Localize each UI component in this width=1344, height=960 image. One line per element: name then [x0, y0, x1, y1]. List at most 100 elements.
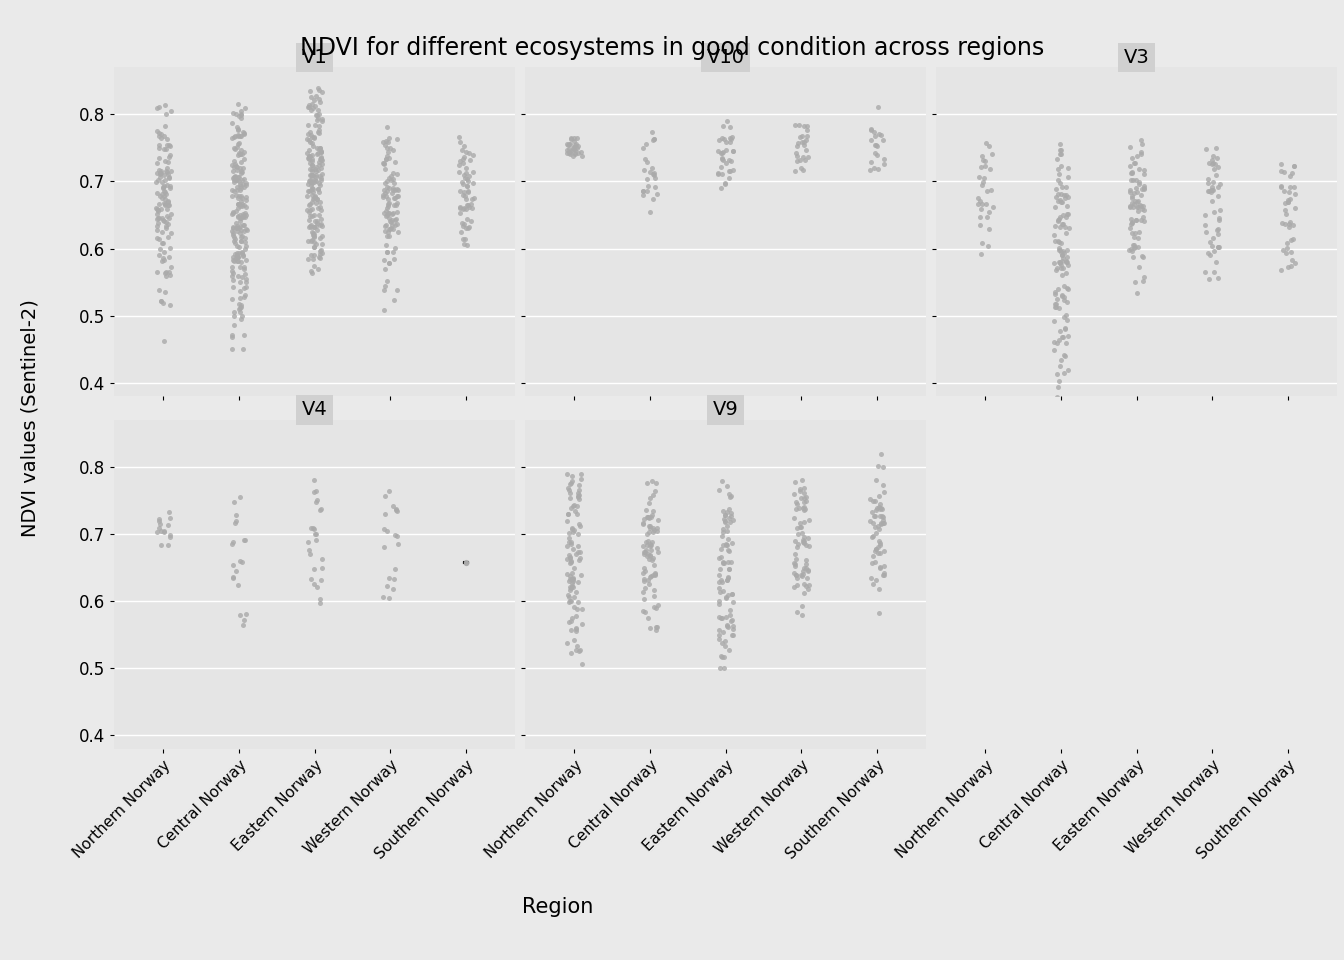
Point [870, 545, 891, 561]
Point [640, 518, 661, 534]
Point [305, 88, 327, 104]
Point [227, 197, 249, 212]
Point [1050, 146, 1071, 161]
Point [1052, 187, 1074, 203]
Point [309, 251, 331, 266]
Point [874, 156, 895, 172]
Point [1056, 254, 1078, 270]
Point [456, 179, 477, 194]
Point [223, 279, 245, 295]
Point [227, 170, 249, 185]
Point [716, 532, 738, 547]
Point [558, 573, 579, 588]
Point [1052, 246, 1074, 261]
Point [301, 170, 323, 185]
Point [456, 555, 477, 570]
Point [560, 555, 582, 570]
Point [230, 607, 251, 622]
Point [562, 611, 583, 626]
Point [227, 209, 249, 225]
Point [298, 132, 320, 148]
Point [792, 566, 813, 582]
Point [456, 144, 477, 159]
Point [308, 103, 329, 118]
Point [226, 172, 247, 187]
Point [298, 219, 320, 234]
Point [1282, 231, 1304, 247]
Point [298, 100, 320, 115]
Point [571, 470, 593, 486]
Point [222, 534, 243, 549]
Point [457, 221, 478, 236]
Point [708, 167, 730, 182]
Point [372, 588, 394, 604]
Point [306, 192, 328, 207]
Point [384, 502, 406, 517]
Point [1273, 164, 1294, 180]
Point [156, 164, 177, 180]
Point [1046, 297, 1067, 312]
Point [708, 550, 730, 565]
Point [1047, 193, 1068, 208]
Point [786, 540, 808, 555]
Point [301, 161, 323, 177]
Point [641, 534, 663, 549]
Point [223, 159, 245, 175]
Point [378, 590, 399, 606]
Point [460, 213, 481, 228]
Point [716, 617, 738, 633]
Point [558, 614, 579, 630]
Point [638, 537, 660, 552]
Point [378, 196, 399, 211]
Point [228, 173, 250, 188]
Point [788, 526, 809, 541]
Point [712, 153, 734, 168]
Point [785, 567, 806, 583]
Point [797, 564, 818, 579]
Point [159, 264, 180, 279]
Point [646, 540, 668, 556]
Point [1271, 215, 1293, 230]
Point [1046, 263, 1067, 278]
Point [231, 146, 253, 161]
Point [1273, 183, 1294, 199]
Point [570, 550, 591, 565]
Point [308, 181, 329, 197]
Point [309, 217, 331, 232]
Point [632, 183, 653, 199]
Point [297, 535, 319, 550]
Point [558, 531, 579, 546]
Point [151, 163, 172, 179]
Point [375, 151, 396, 166]
Point [228, 135, 250, 151]
Point [868, 499, 890, 515]
Point [1055, 225, 1077, 240]
Point [222, 557, 243, 572]
Point [567, 138, 589, 154]
Point [642, 550, 664, 565]
Point [1118, 242, 1140, 257]
Point [153, 525, 175, 540]
Point [222, 105, 243, 120]
Point [1284, 186, 1305, 202]
Point [458, 200, 480, 215]
Point [1121, 151, 1142, 166]
Point [301, 187, 323, 203]
Point [383, 172, 405, 187]
Point [645, 600, 667, 615]
Point [968, 170, 989, 185]
Point [646, 520, 668, 536]
Point [146, 230, 168, 246]
Point [1048, 242, 1070, 257]
Point [1056, 280, 1078, 296]
Point [231, 163, 253, 179]
Point [1203, 148, 1224, 163]
Point [1051, 195, 1073, 210]
Point [309, 157, 331, 173]
Point [718, 543, 739, 559]
Point [301, 127, 323, 142]
Point [380, 185, 402, 201]
Point [227, 128, 249, 143]
Point [227, 136, 249, 152]
Point [223, 183, 245, 199]
